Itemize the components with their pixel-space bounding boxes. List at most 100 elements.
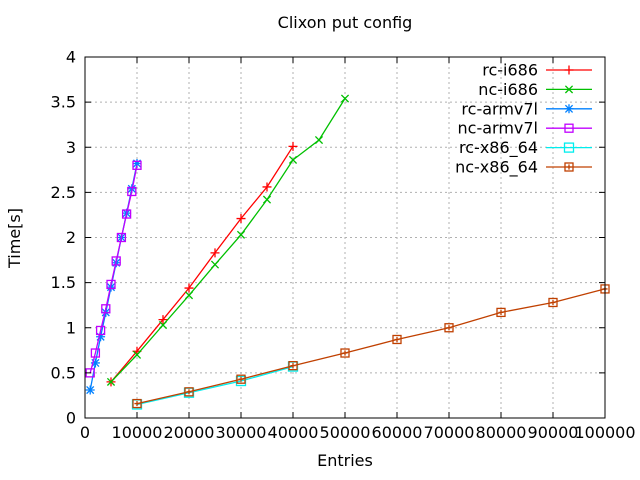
legend-label: nc-armv7l	[458, 119, 539, 138]
data-point-cross	[262, 195, 272, 204]
data-point-square-plus	[342, 350, 348, 356]
data-point-square-open	[116, 232, 127, 243]
y-tick-label: 3	[66, 138, 76, 157]
y-tick-label: 0	[66, 409, 76, 428]
x-tick-label: 60000	[372, 423, 423, 442]
legend: rc-i686nc-i686rc-armv7lnc-armv7lrc-x86_6…	[455, 61, 592, 178]
x-tick-label: 100000	[574, 423, 635, 442]
data-point-cross	[288, 155, 298, 164]
x-tick-label: 40000	[268, 423, 319, 442]
chart-title: Clixon put config	[278, 13, 413, 32]
x-tick-label: 50000	[320, 423, 371, 442]
legend-item-nc-armv7l: nc-armv7l	[458, 119, 592, 138]
data-point-square-plus	[184, 387, 194, 397]
data-point-cross	[314, 135, 324, 145]
y-axis-label: Time[s]	[5, 208, 24, 269]
plot-border	[84, 56, 606, 419]
x-tick-label: 30000	[216, 423, 267, 442]
series-line-nc-i686	[110, 98, 346, 383]
data-point-square-plus	[290, 363, 296, 369]
data-point-square-open	[95, 325, 106, 336]
x-tick-label: 10000	[112, 423, 163, 442]
data-point-square-plus	[444, 323, 454, 333]
data-point-square-open	[121, 209, 132, 219]
data-point-asterisk	[564, 104, 574, 113]
legend-label: nc-i686	[478, 80, 538, 99]
x-axis-label: Entries	[317, 451, 373, 470]
x-tick-label: 70000	[424, 423, 475, 442]
legend-label: nc-x86_64	[455, 158, 538, 178]
data-point-square-open	[90, 348, 101, 358]
data-point-plus	[210, 248, 220, 258]
data-point-square-plus	[498, 309, 504, 316]
series-line-nc-armv7l	[89, 165, 138, 374]
legend-item-nc-i686: nc-i686	[478, 80, 592, 99]
data-point-square-plus	[496, 307, 506, 318]
legend-item-rc-x86_64: rc-x86_64	[459, 138, 592, 158]
data-point-plus	[564, 65, 574, 75]
data-point-square-plus	[186, 389, 192, 395]
x-tick-label: 90000	[528, 423, 579, 442]
data-point-square-open	[127, 186, 137, 197]
series-line-rc-i686	[110, 145, 294, 383]
y-tick-label: 2.5	[51, 183, 76, 202]
data-point-square-open	[111, 256, 121, 266]
data-point-square-plus	[446, 325, 452, 331]
legend-label: rc-x86_64	[459, 138, 538, 158]
legend-item-nc-x86_64: nc-x86_64	[455, 158, 592, 178]
data-point-square-plus	[548, 297, 558, 308]
data-point-cross	[158, 320, 168, 330]
data-point-cross	[564, 85, 574, 94]
x-tick-label: 0	[80, 423, 90, 442]
y-tick-label: 2	[66, 228, 76, 247]
data-point-square-open	[564, 123, 574, 133]
data-point-square-plus	[550, 299, 556, 306]
series-line-nc-x86_64	[136, 288, 606, 405]
data-point-asterisk	[86, 385, 95, 395]
data-point-plus	[184, 283, 194, 293]
data-point-cross	[132, 350, 142, 359]
data-point-plus	[236, 214, 246, 224]
y-tick-label: 1.5	[51, 273, 76, 292]
data-point-square-open	[106, 279, 116, 290]
series-nc-i686	[106, 94, 350, 386]
data-point-square-filled	[563, 142, 575, 153]
data-point-square-plus	[566, 164, 572, 170]
data-point-cross	[184, 291, 194, 300]
y-tick-label: 3.5	[51, 93, 76, 112]
data-point-square-plus	[392, 334, 402, 345]
data-point-cross	[236, 230, 246, 239]
data-point-cross	[340, 94, 350, 103]
series-line-rc-x86_64	[136, 365, 294, 406]
data-point-cross	[106, 377, 116, 386]
y-tick-label: 4	[66, 48, 76, 67]
data-point-plus	[262, 182, 272, 192]
data-point-square-plus	[340, 348, 350, 358]
data-point-square-plus	[134, 400, 140, 407]
data-point-square-open	[132, 160, 142, 170]
y-tick-label: 1	[66, 318, 76, 337]
y-tick-label: 0.5	[51, 363, 76, 382]
data-point-plus	[158, 315, 168, 325]
legend-label: rc-armv7l	[461, 99, 538, 118]
legend-label: rc-i686	[482, 61, 538, 80]
data-point-square-plus	[236, 374, 246, 384]
data-point-square-plus	[394, 336, 400, 343]
data-point-square-plus	[238, 376, 244, 382]
x-tick-label: 20000	[164, 423, 215, 442]
tick-layer	[84, 56, 606, 419]
x-tick-label: 80000	[476, 423, 527, 442]
series-rc-i686	[106, 141, 298, 387]
legend-item-rc-armv7l: rc-armv7l	[461, 99, 592, 118]
series-nc-armv7l	[85, 160, 142, 378]
data-point-cross	[210, 260, 220, 269]
data-point-square-plus	[288, 361, 298, 371]
data-point-plus	[288, 141, 298, 151]
data-point-square-open	[101, 304, 111, 314]
data-point-square-plus	[132, 398, 142, 409]
data-point-square-plus	[564, 162, 574, 172]
tick-label-layer: 0 10000 20000 30000 40000 50000 60000 70000 8000…	[51, 48, 636, 443]
legend-item-rc-i686: rc-i686	[482, 61, 592, 80]
